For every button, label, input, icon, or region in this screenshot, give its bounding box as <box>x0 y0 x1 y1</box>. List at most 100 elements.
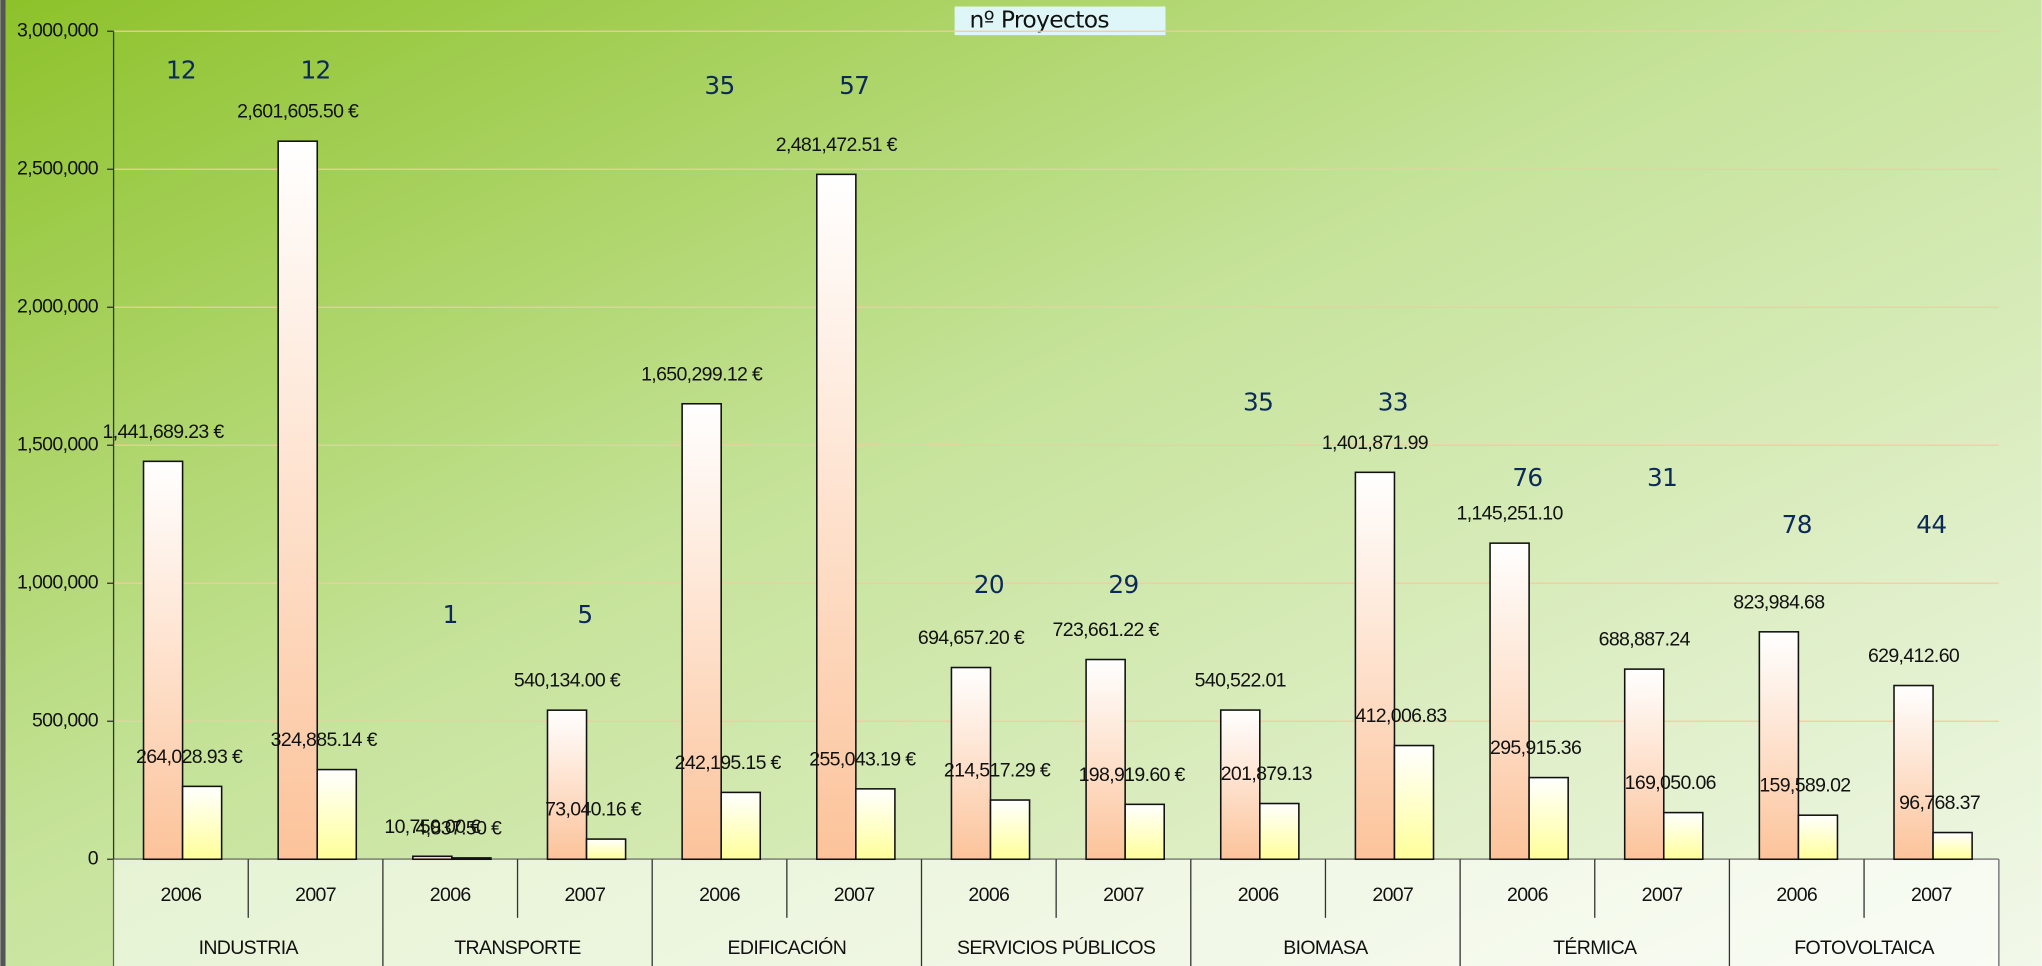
value-label: 694,657.20 € <box>918 627 1025 649</box>
x-tick-label: 2006 <box>699 884 740 906</box>
value-label: 1,401,871.99 <box>1322 432 1428 454</box>
group-label: FOTOVOLTAICA <box>1794 937 1934 959</box>
bar <box>142 460 184 861</box>
y-tick-label: 2,500,000 <box>17 157 99 179</box>
value-label: 1,650,299.12 € <box>641 363 763 385</box>
x-tick-label: 2006 <box>1776 884 1817 906</box>
value-label: 96,768.37 <box>1899 792 1980 814</box>
value-label: 10,750.00 € <box>384 816 481 838</box>
value-label: 2,601,605.50 € <box>237 101 359 123</box>
bar <box>1797 814 1839 861</box>
bar <box>1623 668 1665 861</box>
x-tick-label: 2007 <box>295 884 336 906</box>
bar <box>1219 709 1261 861</box>
x-tick-label: 2007 <box>564 884 605 906</box>
value-label: 295,915.36 <box>1490 737 1581 759</box>
value-label: 242,195.15 € <box>675 752 782 774</box>
bar <box>720 791 762 861</box>
project-count: 76 <box>1512 463 1542 492</box>
value-label: 159,589.02 <box>1759 775 1850 797</box>
value-label: 4,837.50 € <box>416 817 503 839</box>
value-label: 540,522.01 <box>1195 670 1286 692</box>
project-count: 35 <box>1243 388 1273 417</box>
project-count: 31 <box>1647 463 1677 492</box>
y-tick-label: 500,000 <box>32 709 99 731</box>
value-label: 214,517.29 € <box>944 760 1051 782</box>
group-label: SERVICIOS PÚBLICOS <box>957 936 1156 959</box>
bar <box>681 402 722 861</box>
x-tick-label: 2006 <box>430 884 471 906</box>
value-label: 169,050.06 <box>1625 772 1716 794</box>
project-count: 33 <box>1378 388 1408 417</box>
project-count: 35 <box>704 71 734 100</box>
bar <box>181 785 223 861</box>
project-count: 44 <box>1916 510 1946 539</box>
value-label: 201,879.13 <box>1221 763 1312 785</box>
value-label: 540,134.00 € <box>514 670 621 692</box>
x-tick-label: 2007 <box>1103 884 1144 906</box>
bar <box>1893 684 1934 861</box>
value-label: 412,006.83 <box>1355 705 1446 727</box>
project-count: 78 <box>1782 510 1812 539</box>
y-tick-label: 1,500,000 <box>17 433 99 455</box>
value-label: 198,919.60 € <box>1079 764 1186 786</box>
project-count: 12 <box>300 56 330 85</box>
bar <box>451 857 492 861</box>
value-label: 723,661.22 € <box>1053 619 1160 641</box>
project-count: 57 <box>839 71 869 100</box>
bar <box>1662 811 1704 861</box>
value-label: 2,481,472.51 € <box>776 134 898 156</box>
value-label: 1,441,689.23 € <box>102 421 224 443</box>
group-label: TÉRMICA <box>1553 936 1637 959</box>
project-count: 29 <box>1108 570 1138 599</box>
bar <box>1259 802 1300 861</box>
value-label: 1,145,251.10 <box>1457 503 1564 525</box>
bar <box>585 838 627 861</box>
group-label: INDUSTRIA <box>199 937 299 959</box>
value-label: 73,040.16 € <box>545 799 642 821</box>
x-tick-label: 2007 <box>1372 884 1413 906</box>
x-tick-label: 2007 <box>1911 884 1952 906</box>
value-label: 264,028.93 € <box>136 746 243 768</box>
y-tick-label: 2,000,000 <box>17 295 99 317</box>
x-tick-label: 2006 <box>161 884 202 906</box>
value-label: 629,412.60 <box>1868 645 1960 667</box>
bar <box>1489 542 1530 861</box>
chart-title: nº Proyectos <box>969 5 1109 33</box>
project-count: 1 <box>443 600 458 629</box>
bar <box>1932 831 1973 861</box>
group-label: TRANSPORTE <box>454 937 581 959</box>
bar <box>1085 658 1126 861</box>
bar <box>277 140 319 861</box>
value-label: 255,043.19 € <box>809 748 916 770</box>
bar <box>950 666 992 861</box>
group-label: EDIFICACIÓN <box>728 936 847 959</box>
y-tick-label: 0 <box>88 847 99 869</box>
bar <box>412 855 453 861</box>
y-tick-label: 1,000,000 <box>17 571 99 593</box>
left-edge <box>0 0 6 966</box>
group-label: BIOMASA <box>1283 937 1368 959</box>
x-tick-label: 2006 <box>1507 884 1548 906</box>
project-count: 5 <box>577 600 592 629</box>
bar <box>1354 471 1396 861</box>
bar <box>816 173 857 861</box>
bar <box>316 768 358 861</box>
bar <box>1124 803 1165 861</box>
project-count: 20 <box>974 570 1004 599</box>
x-tick-label: 2006 <box>1238 884 1279 906</box>
x-tick-label: 2007 <box>1642 884 1683 906</box>
bar <box>1528 776 1569 861</box>
bar <box>855 788 896 861</box>
value-label: 823,984.68 <box>1733 591 1824 613</box>
bar <box>1758 631 1800 861</box>
project-count: 12 <box>166 56 196 85</box>
x-tick-label: 2007 <box>834 884 875 906</box>
value-label: 324,885.14 € <box>271 729 378 751</box>
bar <box>989 799 1031 861</box>
value-label: 688,887.24 <box>1599 629 1691 651</box>
x-tick-label: 2006 <box>968 884 1009 906</box>
title-box <box>954 6 1166 36</box>
